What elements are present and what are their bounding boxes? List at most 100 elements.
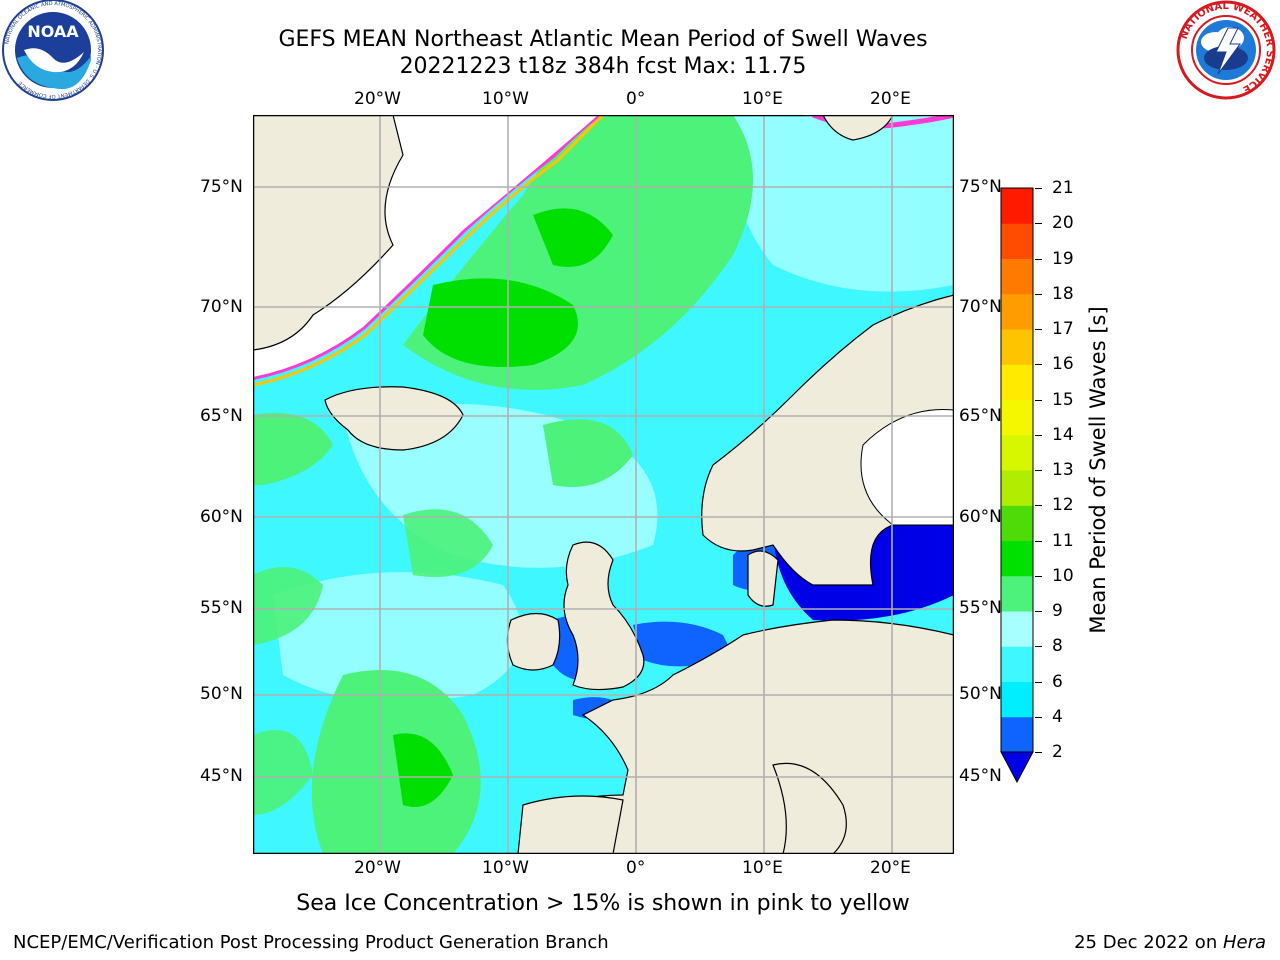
lat-label-50n-left: 50°N — [200, 684, 243, 704]
colorbar-segment — [1001, 364, 1033, 400]
colorbar-label: Mean Period of Swell Waves [s] — [1086, 306, 1110, 634]
colorbar-tick-mark — [1035, 399, 1042, 401]
lat-label-65n-left: 65°N — [200, 406, 243, 426]
lat-label-70n-left: 70°N — [200, 297, 243, 317]
nws-logo: NATIONAL WEATHER SERVICE — [1172, 0, 1280, 104]
colorbar-tick-label: 12 — [1052, 495, 1074, 516]
lat-label-60n-right: 60°N — [959, 507, 1002, 527]
colorbar-tick-label: 16 — [1052, 354, 1074, 375]
lon-label-10e-bottom: 10°E — [742, 858, 783, 878]
lon-label-20e-top: 20°E — [870, 89, 911, 109]
map-svg — [252, 114, 955, 855]
chart-title: GEFS MEAN Northeast Atlantic Mean Period… — [278, 27, 928, 52]
colorbar-tick-mark — [1035, 188, 1042, 189]
colorbar-tick-label: 20 — [1052, 213, 1074, 234]
colorbar-tick-label: 15 — [1052, 389, 1074, 410]
colorbar-tick-mark — [1035, 329, 1042, 330]
colorbar — [1000, 186, 1036, 786]
colorbar-segment — [1001, 399, 1033, 436]
colorbar-tick-label: 19 — [1052, 248, 1074, 269]
chart-subtitle: 20221223 t18z 384h fcst Max: 11.75 — [399, 54, 807, 79]
colorbar-tick-label: 9 — [1052, 601, 1063, 621]
colorbar-segment — [1001, 329, 1033, 365]
colorbar-tick-label: 11 — [1052, 530, 1074, 551]
lon-label-20w-top: 20°W — [354, 89, 401, 109]
colorbar-tick-mark — [1035, 540, 1042, 542]
colorbar-segment — [1001, 434, 1033, 471]
lon-label-10e-top: 10°E — [742, 89, 783, 109]
colorbar-segment — [1001, 716, 1033, 753]
colorbar-tick-mark — [1035, 293, 1042, 295]
colorbar-tick-label: 8 — [1052, 636, 1063, 657]
colorbar-segment — [1001, 470, 1033, 506]
lon-label-10w-bottom: 10°W — [482, 858, 529, 878]
colorbar-tick-mark — [1035, 364, 1042, 366]
colorbar-tick-label: 17 — [1052, 319, 1074, 339]
italy-land — [772, 762, 847, 854]
lat-label-55n-left: 55°N — [200, 598, 243, 618]
continental-europe-land — [522, 619, 954, 854]
lon-label-0-top: 0° — [626, 89, 646, 109]
iberia-land — [517, 795, 624, 854]
colorbar-tick-mark — [1035, 470, 1042, 471]
colorbar-tick-label: 2 — [1052, 742, 1063, 762]
colorbar-segment — [1001, 505, 1033, 541]
colorbar-tick-mark — [1035, 646, 1042, 648]
lon-label-10w-top: 10°W — [482, 89, 529, 109]
colorbar-tick-mark — [1035, 223, 1042, 225]
colorbar-outline — [1000, 187, 1034, 753]
lon-label-0-bottom: 0° — [626, 858, 646, 878]
lon-label-20e-bottom: 20°E — [870, 858, 911, 878]
colorbar-tick-label: 6 — [1052, 671, 1063, 692]
lat-label-70n-right: 70°N — [959, 297, 1002, 317]
colorbar-segment — [1001, 646, 1033, 682]
ireland-land — [506, 612, 561, 671]
colorbar-tick-label: 4 — [1052, 706, 1063, 727]
lon-label-20w-bottom: 20°W — [354, 858, 401, 878]
noaa-logo: NOAA NATIONAL OCEANIC AND ATMOSPHERIC AD… — [0, 0, 110, 110]
colorbar-tick-mark — [1035, 575, 1042, 577]
denmark-land — [747, 550, 779, 607]
colorbar-tick-label: 14 — [1052, 424, 1074, 445]
colorbar-segment — [1001, 258, 1033, 295]
greenland-land — [253, 115, 404, 351]
lat-label-60n-left: 60°N — [200, 507, 243, 527]
colorbar-tick-mark — [1035, 434, 1042, 436]
colorbar-tick-label: 10 — [1052, 565, 1074, 586]
colorbar-tick-mark — [1035, 505, 1042, 507]
lat-label-75n-left: 75°N — [200, 177, 243, 197]
colorbar-tick-mark — [1035, 752, 1042, 753]
colorbar-tick-label: 21 — [1052, 178, 1074, 198]
footer-date: 25 Dec 2022 on Hera — [1074, 932, 1266, 954]
colorbar-svg — [1000, 187, 1034, 784]
lat-label-50n-right: 50°N — [959, 684, 1002, 704]
colorbar-segment — [1001, 575, 1033, 612]
lat-label-65n-right: 65°N — [959, 406, 1002, 426]
lat-label-55n-right: 55°N — [959, 598, 1002, 618]
colorbar-tick-label: 18 — [1052, 283, 1074, 304]
great-britain-land — [563, 541, 645, 691]
noaa-logo-text: NOAA — [27, 22, 79, 41]
map-frame — [252, 114, 955, 855]
colorbar-tick-mark — [1035, 611, 1042, 612]
sea-ice-caption: Sea Ice Concentration > 15% is shown in … — [296, 891, 910, 916]
colorbar-segment — [1001, 223, 1033, 259]
graticule — [253, 115, 954, 854]
colorbar-tick-label: 13 — [1052, 460, 1074, 480]
lat-label-75n-right: 75°N — [959, 177, 1002, 197]
svalbard-land — [822, 115, 894, 141]
colorbar-tick-mark — [1035, 258, 1042, 260]
footer-branch: NCEP/EMC/Verification Post Processing Pr… — [13, 932, 609, 953]
lat-label-45n-right: 45°N — [959, 766, 1002, 786]
colorbar-segment — [1001, 188, 1033, 224]
footer-machine: Hera — [1222, 932, 1266, 953]
colorbar-segment — [1001, 540, 1033, 577]
swell-green-south — [311, 670, 481, 854]
colorbar-tick-mark — [1035, 681, 1042, 683]
colorbar-tick-mark — [1035, 716, 1042, 718]
map-panel — [252, 114, 955, 855]
colorbar-segment — [1001, 293, 1033, 330]
swell-dark-green-north — [423, 278, 578, 367]
footer-date-text: 25 Dec 2022 on — [1074, 932, 1223, 953]
lat-label-45n-left: 45°N — [200, 766, 243, 786]
